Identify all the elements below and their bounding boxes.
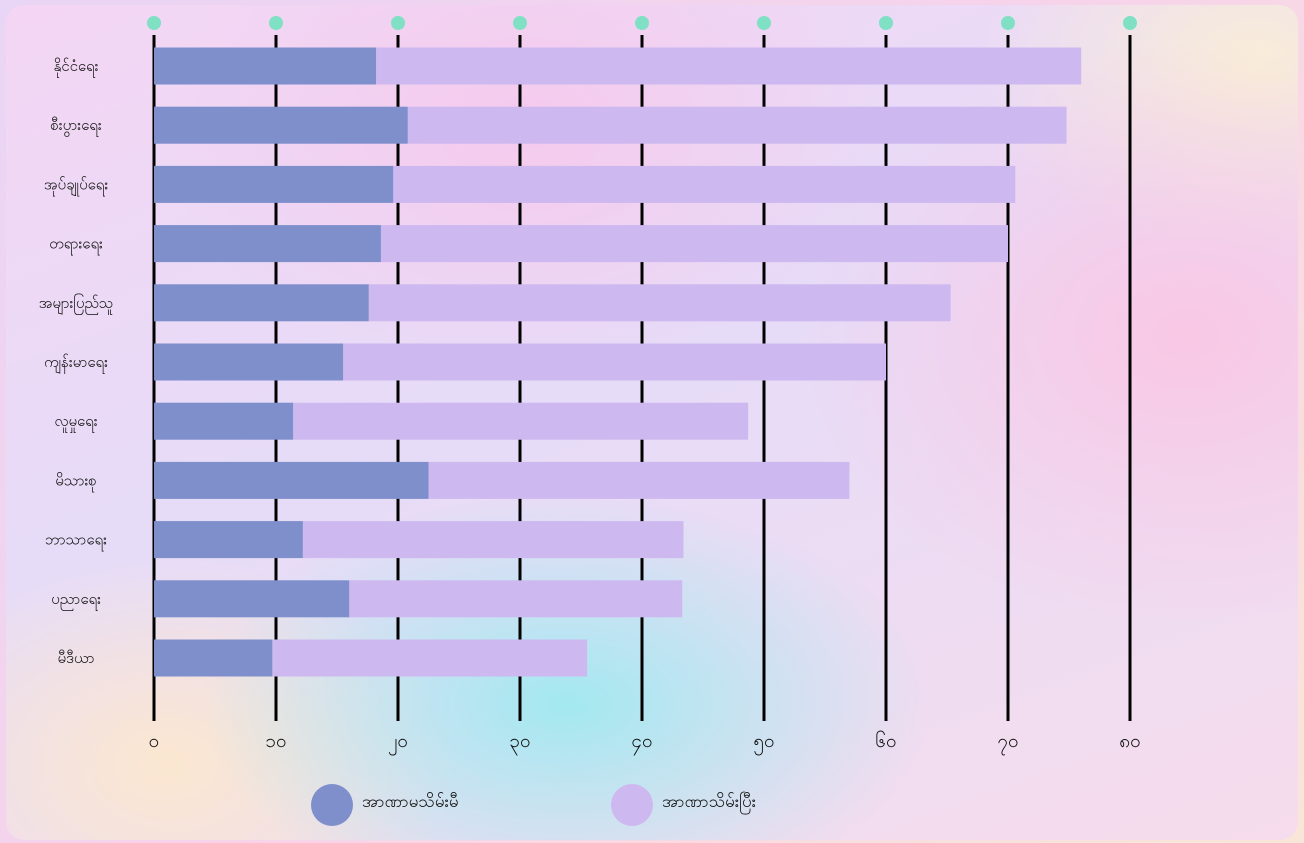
category-label: မီဒီယာ [57, 649, 94, 667]
bar-segment-after [407, 106, 1067, 144]
bar-segment-before [154, 461, 429, 499]
category-label: ပညာရေး [51, 590, 101, 611]
tick-marker [391, 16, 405, 30]
bar-segment-after [428, 461, 850, 499]
x-tick-label: ၃၀ [509, 730, 530, 756]
legend-label: အာဏာမသိမ်းမီ [362, 792, 459, 812]
x-tick-labels: ၀ ၁၀ ၂၀ ၃၀ ၄၀ ၅၀ ၆၀ ၇၀ ၈၀ [149, 729, 1141, 756]
x-tick-label: ၂၀ [388, 730, 408, 756]
x-tick-label: ၁၀ [265, 730, 286, 752]
bar-segment-after [380, 225, 1008, 263]
bar-segment-before [154, 165, 394, 203]
bar-segment-after [343, 343, 887, 381]
bars [154, 47, 1082, 677]
bar-segment-before [154, 106, 408, 144]
legend-label: အာဏာသိမ်းပြီး [662, 791, 756, 815]
tick-marker [879, 16, 893, 30]
bar-segment-after [272, 639, 588, 677]
x-tick-label: ၈၀ [1119, 730, 1141, 752]
legend-swatch [611, 784, 653, 826]
x-tick-label: ၇၀ [997, 730, 1018, 756]
category-label: လူမှုရေး [54, 412, 97, 433]
tick-marker [269, 16, 283, 30]
bar-segment-before [154, 343, 344, 381]
bar-segment-after [293, 402, 749, 440]
category-label: ကျန်းမာရေး [44, 353, 108, 374]
category-label: အများပြည်သူ [39, 293, 114, 315]
category-label: တရားရေး [49, 235, 103, 256]
category-labels: နိုင်ငံရေးစီးပွားရေးအုပ်ချုပ်ရေးတရားရေးအ… [39, 57, 114, 667]
x-tick-label: ၀ [149, 730, 160, 752]
tick-marker [147, 16, 161, 30]
category-label: အုပ်ချုပ်ရေး [44, 175, 109, 196]
bar-segment-before [154, 639, 273, 677]
category-label: မိသားစု [55, 471, 96, 492]
x-tick-label: ၅၀ [753, 730, 774, 756]
bar-segment-before [154, 580, 350, 618]
legend-swatch [311, 784, 353, 826]
tick-marker [1123, 16, 1137, 30]
bar-segment-before [154, 284, 369, 322]
bar-segment-before [154, 402, 294, 440]
category-label: ဘာသာရေး [45, 531, 107, 552]
category-label: နိုင်ငံရေး [54, 57, 99, 78]
tick-marker [513, 16, 527, 30]
x-tick-label: ၄၀ [631, 730, 652, 756]
bar-segment-before [154, 47, 377, 85]
bar-segment-after [376, 47, 1082, 85]
tick-marker [1001, 16, 1015, 30]
legend: အာဏာမသိမ်းမီ အာဏာသိမ်းပြီး [311, 784, 756, 826]
bar-segment-after [368, 284, 951, 322]
category-label: စီးပွားရေး [50, 116, 102, 137]
bar-segment-before [154, 225, 381, 263]
tick-marker [635, 16, 649, 30]
bar-segment-before [154, 521, 303, 559]
x-tick-label: ၆၀ [875, 729, 896, 752]
bar-segment-after [349, 580, 683, 618]
chart-card: နိုင်ငံရေးစီးပွားရေးအုပ်ချုပ်ရေးတရားရေးအ… [6, 5, 1298, 840]
bar-segment-after [302, 521, 684, 559]
tick-marker [757, 16, 771, 30]
stacked-bar-chart: နိုင်ငံရေးစီးပွားရေးအုပ်ချုပ်ရေးတရားရေးအ… [39, 16, 1141, 826]
bar-segment-after [393, 165, 1016, 203]
